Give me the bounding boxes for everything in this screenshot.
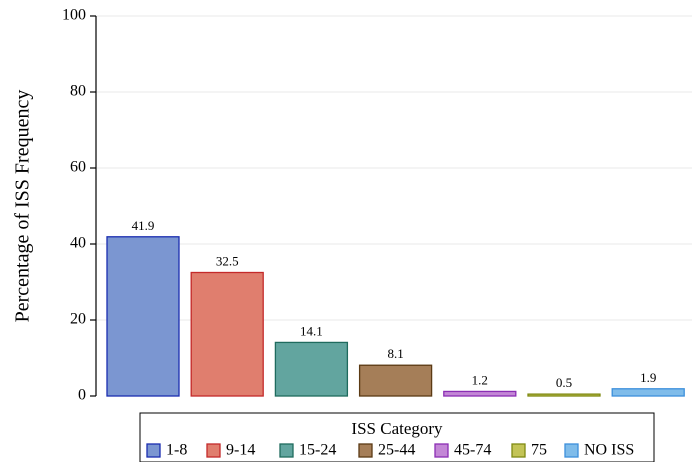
data-label: 8.1 <box>387 346 403 361</box>
y-tick-label: 0 <box>78 387 86 404</box>
legend-entry: 9-14 <box>226 442 255 459</box>
legend-entry: 75 <box>531 442 547 459</box>
bar <box>527 393 601 397</box>
bar <box>190 271 264 397</box>
y-axis-ticks: 0 20 40 60 80 100 <box>62 7 96 404</box>
legend: ISS Category 1-8 9-14 15-24 25-44 45-74 75 NO … <box>139 412 655 462</box>
legend-entry: 45-74 <box>454 442 491 459</box>
legend-swatch <box>279 443 294 458</box>
bar <box>274 341 349 397</box>
gridlines <box>96 15 692 321</box>
data-label: 0.5 <box>556 375 572 390</box>
legend-entry: 25-44 <box>378 442 415 459</box>
legend-swatch <box>358 443 373 458</box>
legend-swatch <box>434 443 449 458</box>
legend-entry: 1-8 <box>166 442 187 459</box>
legend-entry: NO ISS <box>584 442 634 459</box>
y-axis-label: Percentage of ISS Frequency <box>12 90 34 323</box>
legend-swatch <box>564 443 579 458</box>
data-label: 1.2 <box>472 372 488 387</box>
bar <box>443 390 517 397</box>
legend-title: ISS Category <box>351 419 443 438</box>
legend-entry: 15-24 <box>299 442 336 459</box>
bar <box>106 236 180 397</box>
legend-swatch <box>146 443 161 458</box>
data-label: 32.5 <box>216 254 239 269</box>
y-tick-label: 60 <box>70 159 86 176</box>
y-tick-label: 80 <box>70 83 86 100</box>
y-tick-label: 40 <box>70 235 86 252</box>
bar <box>611 388 685 397</box>
data-label: 41.9 <box>132 218 155 233</box>
legend-swatch <box>511 443 526 458</box>
bar <box>358 364 433 397</box>
y-tick-label: 20 <box>70 311 86 328</box>
data-label: 14.1 <box>300 323 323 338</box>
legend-swatch <box>206 443 221 458</box>
bars: 41.9 32.5 14.1 8.1 1.2 0.5 1.9 <box>106 218 685 397</box>
data-label: 1.9 <box>640 370 656 385</box>
legend-items: 1-8 9-14 15-24 25-44 45-74 75 NO ISS <box>146 442 634 459</box>
y-tick-label: 100 <box>62 7 86 24</box>
